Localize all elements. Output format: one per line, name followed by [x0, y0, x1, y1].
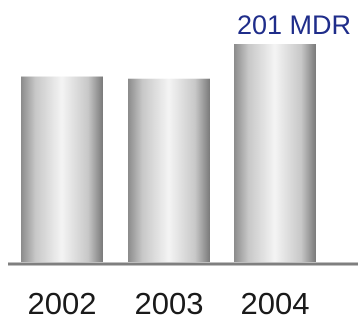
bar-2004: [234, 44, 316, 262]
labels-layer: 201 MDR: [237, 10, 351, 40]
bar-2003: [128, 78, 210, 262]
x-tick-label-2003: 2003: [135, 286, 204, 321]
x-tick-label-2004: 2004: [241, 286, 310, 321]
data-label-2004: 201 MDR: [237, 10, 351, 40]
bar-2002: [21, 76, 103, 262]
x-tick-labels: 2002 2003 2004: [28, 286, 310, 321]
bars-layer: [21, 44, 316, 262]
x-tick-label-2002: 2002: [28, 286, 97, 321]
